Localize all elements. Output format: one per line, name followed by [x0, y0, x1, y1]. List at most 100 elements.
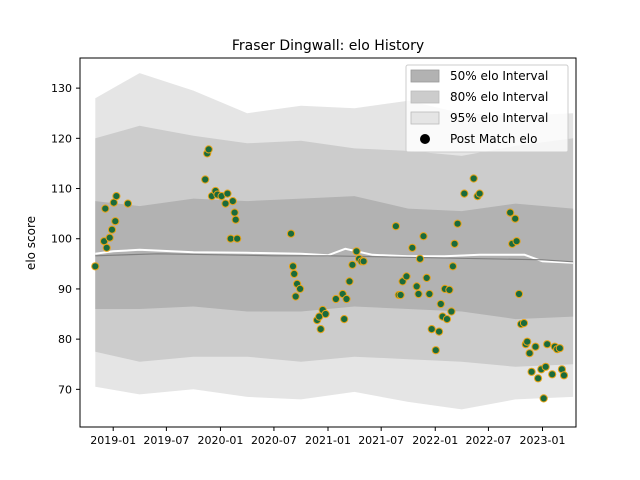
post-match-elo-point	[442, 315, 452, 324]
post-match-elo-point	[296, 284, 305, 293]
post-match-elo-point	[512, 237, 521, 246]
post-match-elo-point	[419, 232, 428, 241]
post-match-elo-point	[288, 262, 298, 271]
y-tick-label: 130	[51, 82, 72, 95]
post-match-elo-point	[107, 225, 117, 234]
post-match-elo-point	[422, 273, 431, 282]
y-tick-label: 100	[51, 233, 72, 246]
post-match-elo-point	[548, 370, 557, 379]
legend-swatch	[410, 69, 440, 83]
post-match-elo-point	[112, 192, 121, 201]
legend-label: 95% elo Interval	[450, 111, 548, 125]
post-match-elo-point	[469, 174, 478, 183]
post-match-elo-point	[559, 371, 569, 380]
post-match-elo-point	[475, 189, 484, 198]
legend-box	[405, 64, 569, 153]
axes: 2019-01 2019-07 2020-01 2020-07 2021-01 2021-…	[51, 82, 565, 447]
post-match-elo-point	[425, 289, 434, 299]
x-tick-label: 2019-01	[90, 434, 136, 447]
post-match-elo-point	[511, 214, 520, 223]
median-elo-line	[95, 253, 574, 263]
post-match-elo-point	[514, 289, 524, 299]
post-match-elo-point	[340, 315, 349, 324]
x-tick-label: 2023-01	[520, 434, 566, 447]
x-tick-label: 2022-01	[412, 434, 458, 447]
post-match-elo-point	[408, 243, 417, 252]
post-match-elo-point	[348, 260, 357, 269]
x-tick-label: 2020-01	[197, 434, 243, 447]
post-match-elo-point	[230, 208, 239, 217]
mean-elo-line	[95, 247, 574, 264]
legend-label: 80% elo Interval	[450, 90, 548, 104]
post-match-elo-point	[525, 349, 534, 358]
post-match-elo-point	[519, 319, 529, 328]
post-match-elo-point	[402, 272, 411, 281]
post-match-elo-point	[431, 346, 440, 355]
post-match-elo-point	[316, 325, 325, 334]
y-tick-label: 110	[51, 183, 72, 196]
y-tick-label: 90	[58, 283, 72, 296]
x-tick-label: 2022-07	[465, 434, 511, 447]
post-match-elo-point	[352, 247, 361, 256]
post-match-elo-point	[123, 199, 133, 208]
post-match-elo-point	[231, 215, 240, 224]
y-tick-label: 70	[58, 383, 72, 396]
post-match-elo-point	[201, 175, 210, 184]
x-tick-label: 2019-07	[143, 434, 189, 447]
post-match-elo-point	[427, 325, 436, 334]
x-tick-label: 2021-01	[305, 434, 351, 447]
y-tick-label: 120	[51, 132, 72, 145]
post-match-elo-point	[445, 285, 454, 294]
post-match-elo-point	[448, 262, 457, 271]
chart-title: Fraser Dingwall: elo History	[232, 38, 424, 54]
post-match-elo-point	[221, 199, 230, 208]
post-match-elo-point	[342, 294, 351, 304]
post-match-elo-point	[453, 219, 462, 228]
post-match-elo-point	[539, 394, 548, 403]
post-match-elo-point	[291, 292, 300, 301]
post-match-elo-point	[233, 234, 242, 243]
post-match-elo-point	[506, 208, 515, 217]
post-match-elo-point	[531, 342, 540, 351]
post-match-elo-point	[105, 233, 114, 242]
post-match-elo-point	[543, 340, 552, 349]
legend-swatch	[410, 111, 440, 125]
post-match-elo-point	[527, 367, 536, 376]
post-match-elo-point	[290, 269, 299, 278]
post-match-elo-point	[523, 337, 532, 346]
post-match-elo-point	[286, 229, 296, 238]
post-match-elo-point	[396, 290, 405, 300]
post-match-elo-point	[204, 145, 213, 154]
post-match-elo-point	[412, 282, 421, 291]
post-match-elo-point	[101, 204, 110, 213]
legend-marker	[420, 134, 430, 144]
legend: 50% elo Interval 80% elo Interval 95% elo …	[405, 64, 569, 153]
x-tick-label: 2021-07	[358, 434, 404, 447]
post-match-elo-point	[228, 197, 237, 206]
post-match-elo-point	[102, 243, 111, 252]
post-match-elo-point	[321, 309, 330, 319]
post-match-elo-point	[436, 299, 445, 309]
post-match-elo-point	[111, 217, 120, 226]
y-axis-label: elo score	[24, 216, 38, 270]
band-50-interval	[95, 196, 574, 320]
plot-area	[91, 73, 574, 410]
post-match-elo-point	[435, 327, 444, 336]
post-match-elo-point	[555, 344, 564, 353]
post-match-elo-point	[391, 222, 400, 231]
post-match-elo-point	[359, 257, 368, 266]
legend-label: 50% elo Interval	[450, 69, 548, 83]
post-match-elo-point	[345, 277, 354, 286]
x-tick-label: 2020-07	[251, 434, 297, 447]
post-match-elo-point	[331, 294, 340, 304]
post-match-elo-point	[460, 189, 469, 198]
legend-label: Post Match elo	[450, 132, 537, 146]
post-match-elo-point	[414, 289, 423, 299]
post-match-elo-point	[534, 374, 543, 383]
legend-swatch	[410, 90, 440, 104]
post-match-elo-point	[450, 239, 459, 248]
y-tick-label: 80	[58, 333, 72, 346]
post-match-elo-point	[447, 307, 456, 316]
post-match-elo-point	[91, 262, 100, 271]
